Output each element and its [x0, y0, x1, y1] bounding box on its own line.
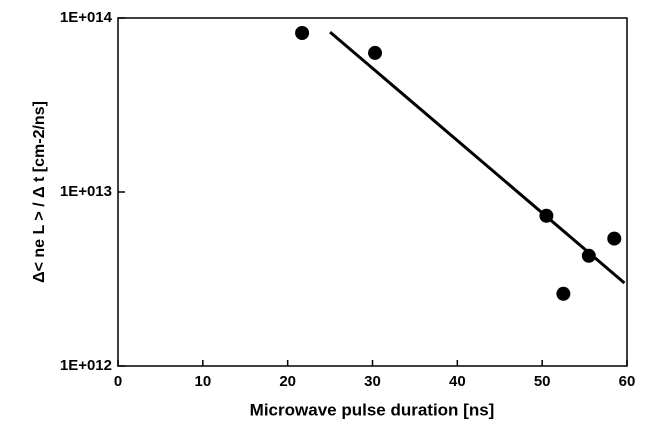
x-tick-label: 10	[194, 373, 211, 390]
y-tick-label: 1E+013	[60, 183, 112, 200]
data-point	[295, 25, 310, 40]
x-tick-label: 20	[279, 373, 296, 390]
y-tick-label: 1E+014	[60, 9, 113, 26]
data-point	[607, 231, 622, 246]
y-tick-label: 1E+012	[60, 357, 112, 374]
data-point	[556, 286, 571, 301]
x-tick-label: 50	[534, 373, 551, 390]
x-axis-title: Microwave pulse duration [ns]	[250, 400, 495, 419]
x-tick-label: 30	[364, 373, 381, 390]
data-point	[581, 248, 596, 263]
y-axis-title: Δ< ne L > / Δ t [cm-2/ns]	[31, 101, 48, 283]
x-tick-label: 40	[449, 373, 466, 390]
fit-line	[329, 30, 626, 285]
x-tick-label: 60	[619, 373, 636, 390]
x-tick-label: 0	[114, 373, 122, 390]
data-point	[368, 45, 383, 60]
